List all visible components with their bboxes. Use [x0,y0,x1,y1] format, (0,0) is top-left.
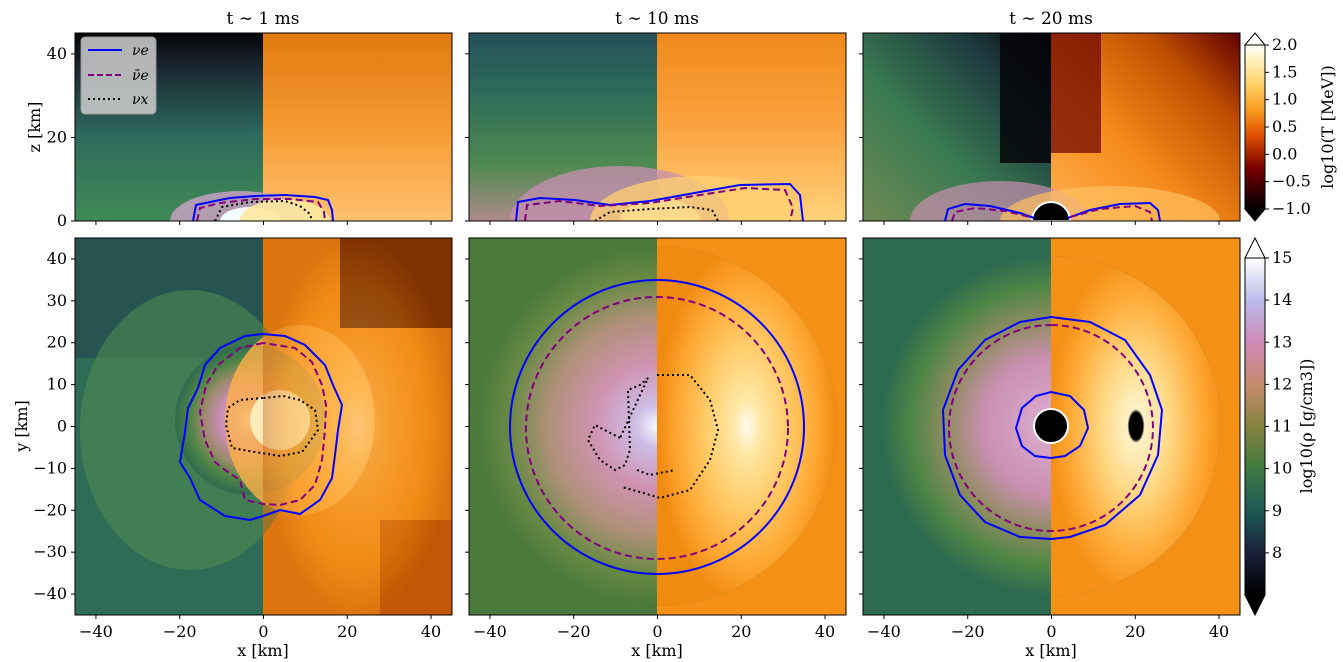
panel-top-2 [469,33,846,221]
colorbar-tick-label: 1.0 [1272,90,1297,109]
colorbar-temperature: log10(T [MeV]) [1243,32,1337,222]
nuebar-contour-bottom-2 [525,296,789,560]
colorbar-density-label: log10(ρ [g/cm3]) [1297,359,1316,494]
y-tick-label-bottom: −20 [33,500,67,519]
x-tick-label: −20 [951,622,985,641]
xlabel-3: x [km] [1025,641,1076,660]
nuebar-contour-bottom-3 [947,324,1154,532]
x-tick-label: −40 [473,622,507,641]
y-tick-label-bottom: −30 [33,542,67,561]
y-tick-label-bottom: −40 [33,584,67,603]
x-tick-label: 0 [258,622,268,641]
panel-bottom-2 [469,238,846,615]
panel-title-3: t ∼ 20 ms [1009,9,1093,29]
nuebar-contour-top-2 [524,186,795,221]
nux-contour-top-2 [594,205,719,221]
panel-top-3 [863,33,1240,221]
colorbar-ticks: −1.0 −0.5 0.0 0.5 1.0 1.5 2.0 8 9 10 11 12 13 14 15 [1265,35,1311,562]
colorbar-tick-label: 1.5 [1272,62,1297,81]
panel-top-1 [75,33,452,221]
x-tick-label: 40 [421,622,441,641]
y-tick-label-bottom: 0 [57,417,67,436]
colorbar-tick-label: 8 [1272,543,1282,562]
colorbar-tick-label: 15 [1272,248,1292,267]
y-tick-label-bottom: 40 [47,249,67,268]
colorbar-tick-label: −0.5 [1272,172,1311,191]
nue-contour-bottom-1 [178,332,344,522]
colorbar-temperature-label: log10(T [MeV]) [1318,65,1337,188]
colorbar-tick-label: 2.0 [1272,35,1297,54]
nuebar-contour-top-3 [951,204,1153,221]
legend: νe ν̄e νx [80,36,157,115]
x-tick-label: 0 [1046,622,1056,641]
nux-contour-top-1 [214,199,313,221]
nue-contour-bottom-2 [509,279,805,575]
nue-contour-top-2 [515,182,804,221]
y-tick-label-top: 20 [47,127,67,146]
xlabel-1: x [km] [237,641,288,660]
nuebar-contour-bottom-1 [198,341,328,507]
panel-title-1: t ∼ 1 ms [227,9,300,29]
colorbar-tick-label: 13 [1272,332,1292,351]
colorbar-tick-label: 9 [1272,501,1282,520]
y-tick-label-top: 40 [47,44,67,63]
colorbar-tick-label: 11 [1272,417,1292,436]
x-tick-label: 40 [1209,622,1229,641]
x-tick-label: 40 [815,622,835,641]
legend-entry-nux: νx [132,92,149,108]
x-tick-label: 20 [1125,622,1145,641]
legend-entry-nuebar: ν̄e [132,68,149,84]
y-tick-label-bottom: −10 [33,458,67,477]
colorbar-tick-label: 10 [1272,459,1292,478]
x-tick-label: 0 [652,622,662,641]
nux-contour-bottom-2 [586,374,720,500]
axis-ticks: −40 −20 0 20 40 0 20 40 −40 −30 −20 −10 0 10 20 30 40 −40… [33,44,1229,641]
colorbar-tick-label: 0.5 [1272,117,1297,136]
x-tick-label: −40 [79,622,113,641]
panel-bottom-1 [75,238,452,615]
colorbar-tick-label: 14 [1272,290,1292,309]
x-tick-label: 20 [337,622,357,641]
ylabel-bottom: y [km] [12,400,31,452]
nuebar-contour-top-1 [196,198,326,221]
nue-contour-top-3 [944,201,1161,221]
nue-contour-top-1 [192,193,334,221]
panel-bottom-3 [863,238,1240,615]
bh-contour-bottom-3 [1014,390,1090,460]
y-tick-label-bottom: 10 [47,375,67,394]
legend-entry-nue: νe [132,43,149,59]
y-tick-label-bottom: 30 [47,291,67,310]
colorbar-tick-label: 0.0 [1272,144,1297,163]
y-tick-label-bottom: 20 [47,333,67,352]
xlabel-2: x [km] [631,641,682,660]
colorbar-tick-label: −1.0 [1272,199,1311,218]
colorbar-tick-label: 12 [1272,374,1292,393]
y-tick-label-top: 0 [57,211,67,230]
colorbar-density: log10(ρ [g/cm3]) [1244,236,1316,617]
panel-title-2: t ∼ 10 ms [615,9,699,29]
x-tick-label: −20 [163,622,197,641]
x-tick-label: −20 [557,622,591,641]
nue-contour-bottom-3 [941,315,1164,541]
x-tick-label: 20 [731,622,751,641]
x-tick-label: −40 [867,622,901,641]
temperature-half [263,33,452,221]
ylabel-top: z [km] [25,102,44,153]
